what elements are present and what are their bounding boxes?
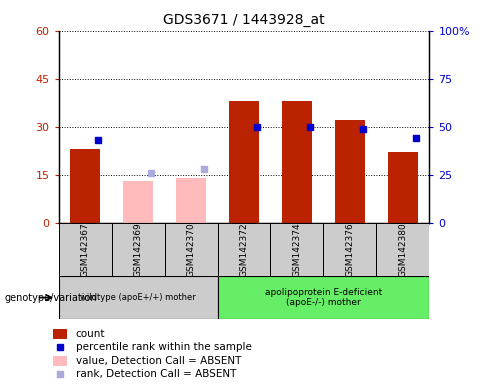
- FancyBboxPatch shape: [270, 223, 324, 276]
- FancyBboxPatch shape: [164, 223, 218, 276]
- Text: count: count: [76, 329, 105, 339]
- Text: GSM142372: GSM142372: [240, 222, 248, 277]
- Text: GSM142367: GSM142367: [81, 222, 90, 277]
- FancyBboxPatch shape: [59, 276, 218, 319]
- Bar: [388, 152, 418, 223]
- FancyBboxPatch shape: [112, 223, 164, 276]
- FancyBboxPatch shape: [218, 223, 270, 276]
- Text: GSM142376: GSM142376: [346, 222, 354, 277]
- Text: wildtype (apoE+/+) mother: wildtype (apoE+/+) mother: [80, 293, 196, 302]
- Text: rank, Detection Call = ABSENT: rank, Detection Call = ABSENT: [76, 369, 236, 379]
- Bar: [53, 329, 67, 339]
- Text: GSM142369: GSM142369: [134, 222, 142, 277]
- Text: apolipoprotein E-deficient
(apoE-/-) mother: apolipoprotein E-deficient (apoE-/-) mot…: [265, 288, 382, 307]
- Bar: [70, 149, 100, 223]
- FancyBboxPatch shape: [218, 276, 429, 319]
- Text: GSM142374: GSM142374: [292, 222, 302, 277]
- Bar: [229, 101, 259, 223]
- FancyBboxPatch shape: [59, 223, 112, 276]
- Bar: [335, 120, 365, 223]
- Title: GDS3671 / 1443928_at: GDS3671 / 1443928_at: [163, 13, 325, 27]
- FancyBboxPatch shape: [324, 223, 376, 276]
- Bar: [123, 181, 153, 223]
- Text: GSM142370: GSM142370: [186, 222, 196, 277]
- Bar: [283, 101, 311, 223]
- Text: GSM142380: GSM142380: [398, 222, 407, 277]
- Bar: [53, 356, 67, 366]
- Text: genotype/variation: genotype/variation: [5, 293, 98, 303]
- Text: value, Detection Call = ABSENT: value, Detection Call = ABSENT: [76, 356, 241, 366]
- FancyBboxPatch shape: [376, 223, 429, 276]
- Bar: [177, 178, 205, 223]
- Text: percentile rank within the sample: percentile rank within the sample: [76, 343, 252, 353]
